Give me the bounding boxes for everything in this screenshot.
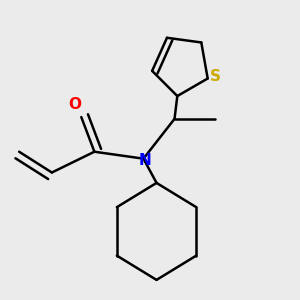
Text: O: O <box>68 97 81 112</box>
Text: S: S <box>209 69 220 84</box>
Text: N: N <box>139 153 152 168</box>
